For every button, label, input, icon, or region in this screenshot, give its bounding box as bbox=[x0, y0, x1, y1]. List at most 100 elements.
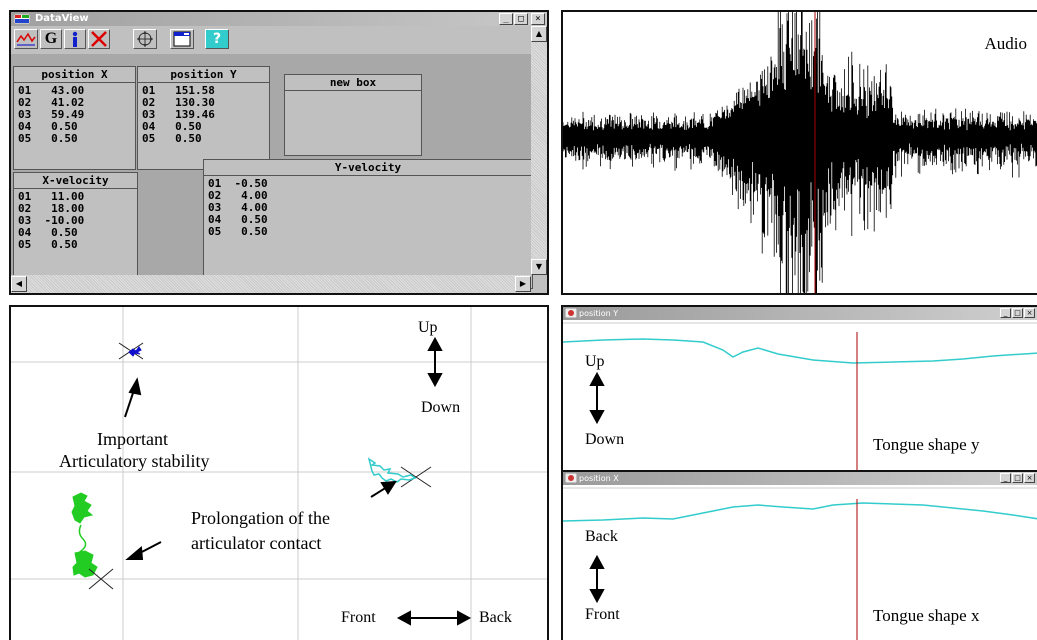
info-icon bbox=[72, 31, 78, 47]
maximize-button[interactable]: □ bbox=[1012, 473, 1023, 483]
g-button[interactable]: G bbox=[40, 29, 62, 49]
row-index: 05 bbox=[18, 132, 32, 145]
position-y-title-bar[interactable]: position Y _ □ × bbox=[563, 307, 1037, 320]
prolongation-label: Prolongation of the bbox=[191, 508, 330, 528]
window-title: DataView bbox=[35, 13, 89, 24]
audio-panel: Audio bbox=[561, 10, 1037, 295]
window-button[interactable] bbox=[170, 29, 194, 49]
value-row: 03 -10.00 bbox=[18, 215, 137, 227]
grid-lines bbox=[11, 307, 547, 640]
panel-new-box[interactable]: new box bbox=[284, 74, 422, 156]
position-x-title-bar[interactable]: position X _ □ × bbox=[563, 472, 1037, 485]
front-label: Front bbox=[341, 609, 376, 626]
row-index: 04 bbox=[18, 120, 32, 133]
row-value: 0.50 bbox=[221, 213, 268, 226]
close-button[interactable]: × bbox=[1024, 473, 1035, 483]
move-button[interactable] bbox=[133, 29, 157, 49]
down-label: Down bbox=[585, 431, 625, 448]
value-row: 02 18.00 bbox=[18, 203, 137, 215]
row-value: 0.50 bbox=[31, 226, 78, 239]
panel-title: X-velocity bbox=[14, 173, 137, 189]
panel-title: position X bbox=[14, 67, 135, 83]
panel-y-velocity[interactable]: Y-velocity 01 -0.50 02 4.00 03 4.00 04 0.50… bbox=[203, 159, 533, 289]
row-index: 01 bbox=[18, 84, 32, 97]
row-value: 41.02 bbox=[31, 96, 85, 109]
panel-title: Y-velocity bbox=[204, 160, 532, 176]
scroll-up-button[interactable]: ▲ bbox=[531, 26, 547, 42]
help-button[interactable]: ? bbox=[205, 29, 229, 49]
horizontal-scrollbar[interactable]: ◀ ▶ bbox=[11, 275, 531, 293]
important-label: Important bbox=[97, 429, 168, 449]
row-value: 43.00 bbox=[31, 84, 85, 97]
row-index: 02 bbox=[18, 96, 32, 109]
tongue-shape-x-caption: Tongue shape x bbox=[873, 606, 980, 625]
row-value: 151.58 bbox=[155, 84, 215, 97]
close-x-icon bbox=[91, 31, 107, 47]
trajectory-plot bbox=[11, 307, 547, 640]
vertical-scrollbar[interactable]: ▲ ▼ bbox=[531, 26, 547, 275]
info-button[interactable] bbox=[64, 29, 86, 49]
waveform-path bbox=[563, 12, 1037, 293]
value-row: 02 130.30 bbox=[142, 97, 269, 109]
row-value: 4.00 bbox=[221, 189, 268, 202]
row-value: 0.50 bbox=[155, 132, 202, 145]
value-row: 05 0.50 bbox=[208, 226, 532, 238]
close-button[interactable]: × bbox=[531, 13, 545, 25]
row-value: 0.50 bbox=[155, 120, 202, 133]
row-index: 01 bbox=[18, 190, 32, 203]
panel-rows: 01 11.00 02 18.00 03 -10.00 04 0.50 05 0.50 bbox=[14, 189, 137, 251]
value-row: 04 0.50 bbox=[18, 121, 135, 133]
row-index: 01 bbox=[208, 177, 222, 190]
value-row: 01 151.58 bbox=[142, 85, 269, 97]
scroll-down-button[interactable]: ▼ bbox=[531, 259, 547, 275]
row-index: 02 bbox=[18, 202, 32, 215]
app-icon bbox=[14, 14, 30, 24]
minimize-button[interactable]: _ bbox=[499, 13, 513, 25]
row-index: 03 bbox=[18, 214, 32, 227]
position-y-title: position Y bbox=[579, 309, 619, 318]
stability-label: Articulatory stability bbox=[59, 451, 210, 471]
value-row: 04 0.50 bbox=[142, 121, 269, 133]
down-label: Down bbox=[421, 399, 461, 416]
minimize-button[interactable]: _ bbox=[1000, 308, 1011, 318]
row-index: 05 bbox=[208, 225, 222, 238]
green-trajectory bbox=[71, 492, 114, 590]
row-value: 139.46 bbox=[155, 108, 215, 121]
title-bar[interactable]: DataView _ □ × bbox=[11, 12, 547, 26]
value-row: 04 0.50 bbox=[208, 214, 532, 226]
value-row: 01 -0.50 bbox=[208, 178, 532, 190]
graph-button[interactable] bbox=[14, 29, 38, 49]
annotation-arrows bbox=[124, 336, 472, 626]
back-label: Back bbox=[585, 528, 618, 545]
panel-title: position Y bbox=[138, 67, 269, 83]
row-index: 01 bbox=[142, 84, 156, 97]
audio-waveform bbox=[563, 12, 1037, 293]
panel-position-x[interactable]: position X 01 43.00 02 41.02 03 59.49 04 0.… bbox=[13, 66, 136, 170]
row-index: 04 bbox=[18, 226, 32, 239]
window-app-icon bbox=[565, 308, 577, 318]
maximize-button[interactable]: □ bbox=[514, 13, 528, 25]
blue-trajectory bbox=[118, 342, 144, 360]
dataview-content: position X 01 43.00 02 41.02 03 59.49 04 0.… bbox=[11, 54, 533, 289]
panel-position-y[interactable]: position Y 01 151.58 02 130.30 03 139.46 04… bbox=[137, 66, 270, 170]
value-row: 01 11.00 bbox=[18, 191, 137, 203]
delete-button[interactable] bbox=[88, 29, 110, 49]
scroll-right-button[interactable]: ▶ bbox=[515, 276, 531, 292]
front-label: Front bbox=[585, 606, 620, 623]
value-row: 05 0.50 bbox=[18, 239, 137, 251]
value-row: 05 0.50 bbox=[18, 133, 135, 145]
row-value: 0.50 bbox=[31, 238, 78, 251]
panel-x-velocity[interactable]: X-velocity 01 11.00 02 18.00 03 -10.00 04 0… bbox=[13, 172, 138, 289]
row-value: 59.49 bbox=[31, 108, 85, 121]
row-index: 05 bbox=[142, 132, 156, 145]
position-y-window: position Y _ □ × Up Down Tongue shape y bbox=[561, 305, 1037, 470]
panel-rows: 01 -0.50 02 4.00 03 4.00 04 0.50 05 0.50 bbox=[204, 176, 532, 238]
minimize-button[interactable]: _ bbox=[1000, 473, 1011, 483]
position-x-title: position X bbox=[579, 474, 619, 483]
row-index: 03 bbox=[208, 201, 222, 214]
scroll-left-button[interactable]: ◀ bbox=[11, 276, 27, 292]
row-value: 0.50 bbox=[221, 225, 268, 238]
maximize-button[interactable]: □ bbox=[1012, 308, 1023, 318]
close-button[interactable]: × bbox=[1024, 308, 1035, 318]
row-value: 11.00 bbox=[31, 190, 85, 203]
